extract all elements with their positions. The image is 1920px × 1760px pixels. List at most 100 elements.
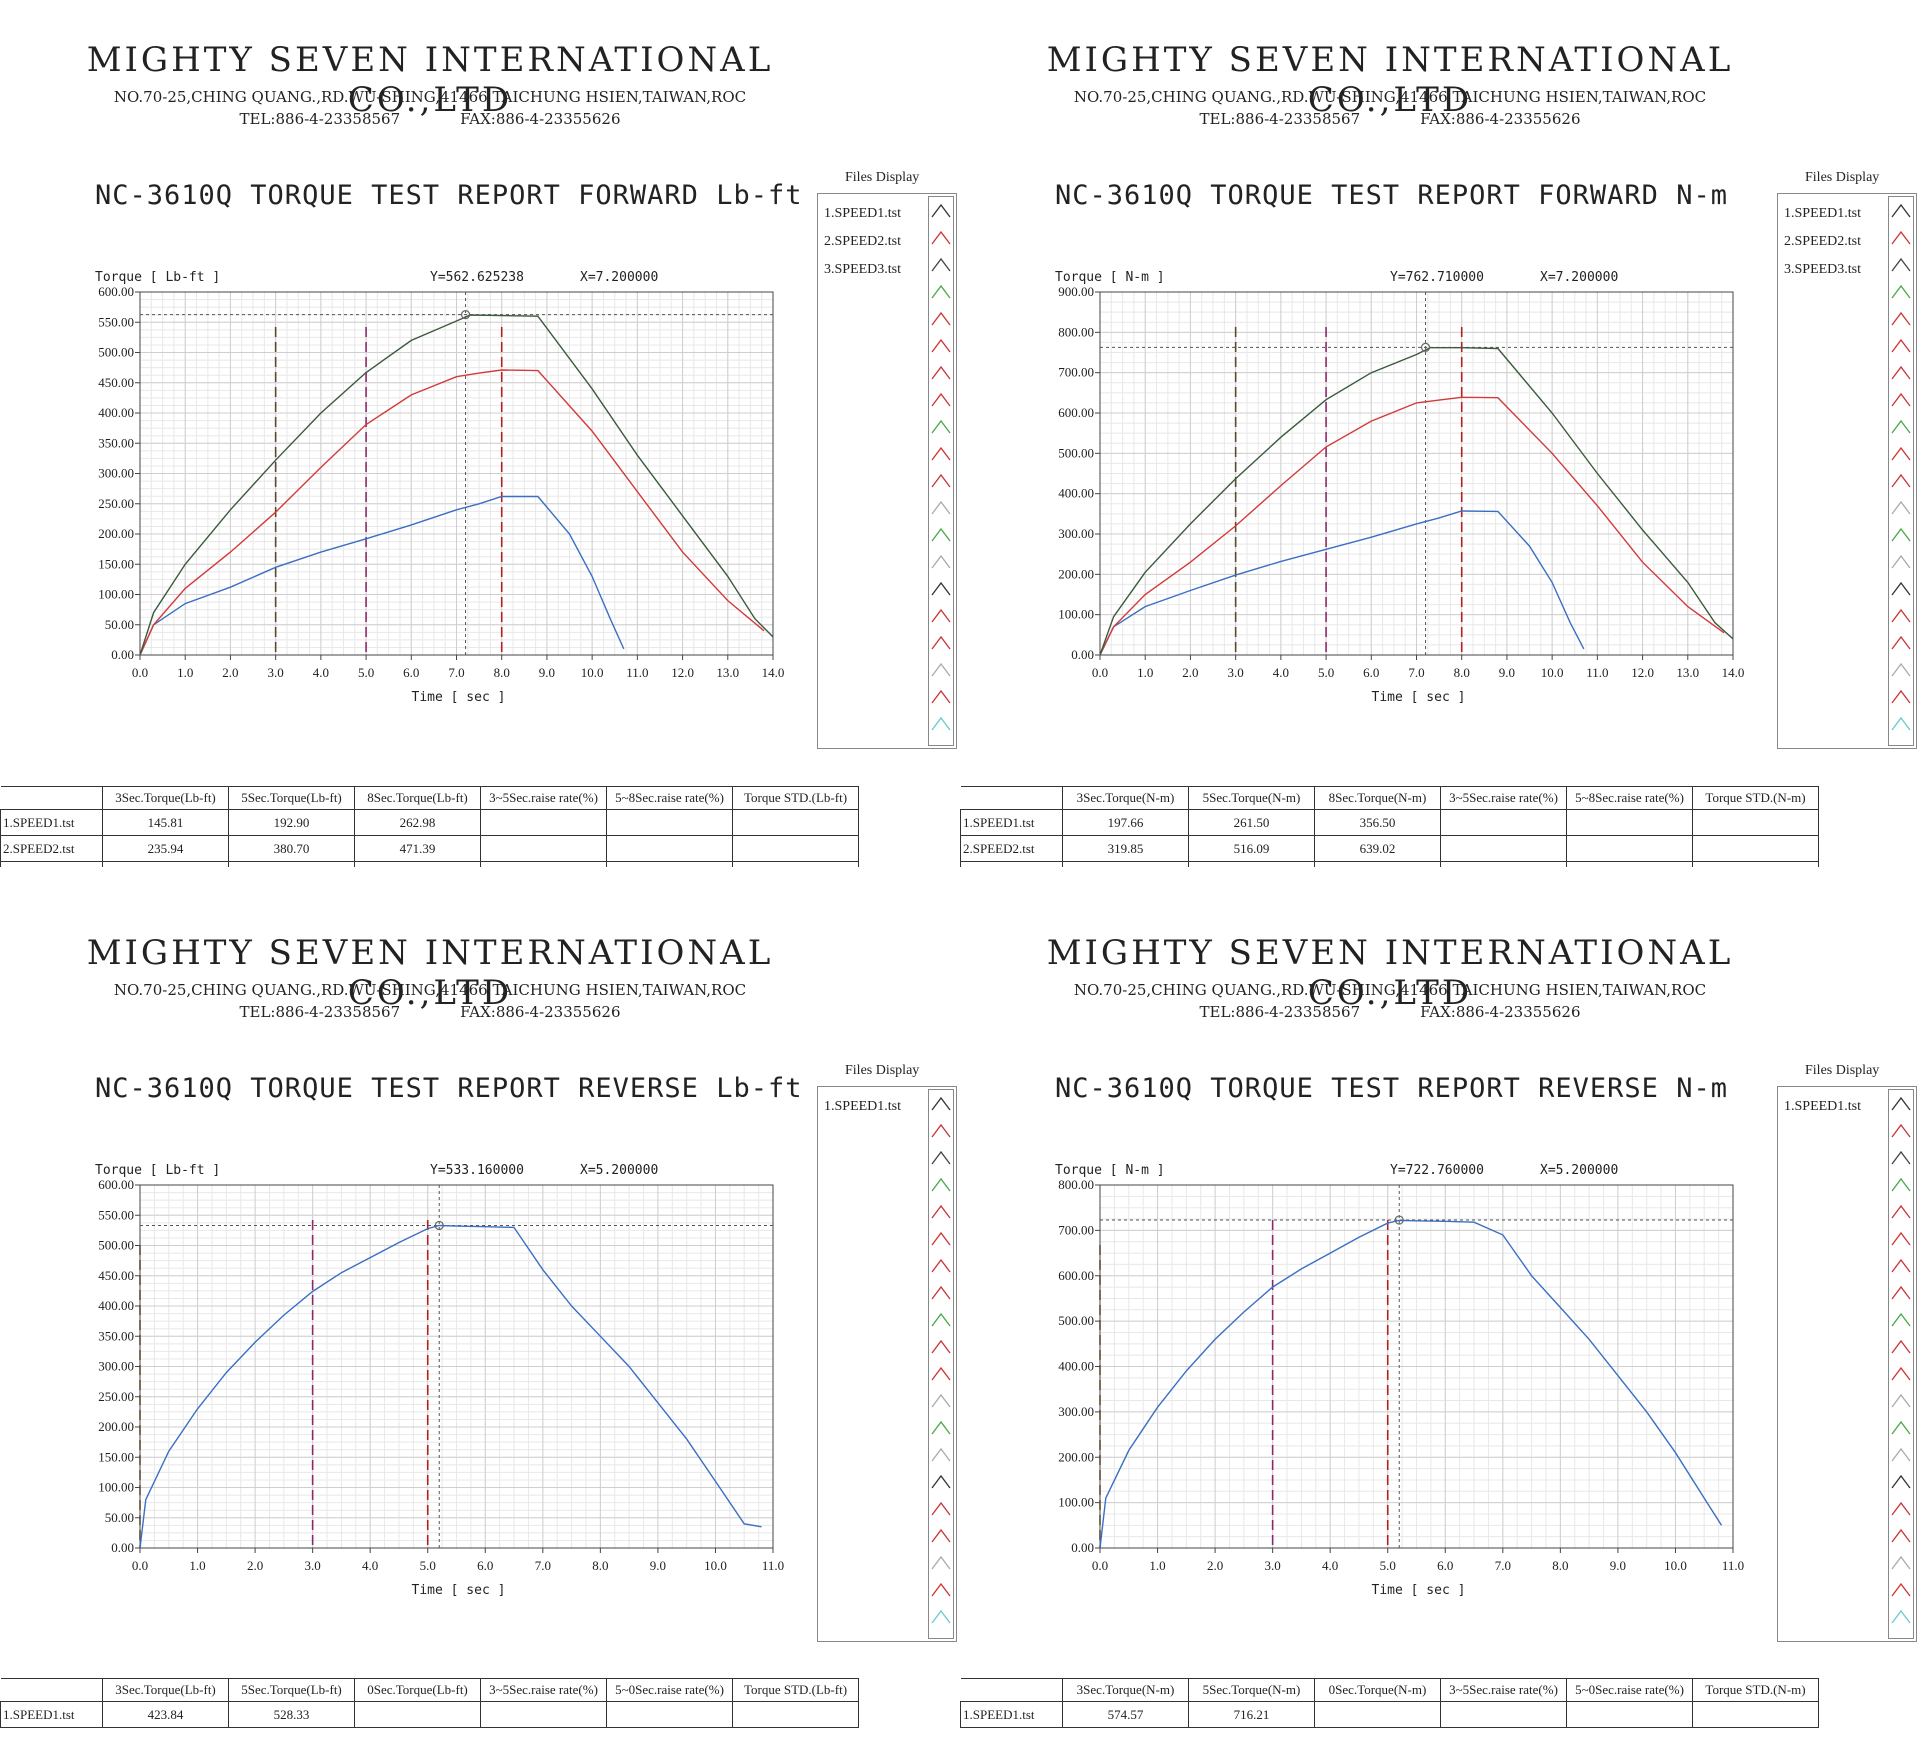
y-tick-label: 600.00 <box>1058 1268 1094 1283</box>
x-tick-label: 11.0 <box>1722 1558 1744 1573</box>
table-cell <box>1566 809 1693 836</box>
file-color-swatch <box>931 1150 951 1165</box>
torque-summary-table: 3Sec.Torque(N-m) 5Sec.Torque(N-m) 8Sec.Tor… <box>960 786 1819 867</box>
y-tick-label: 150.00 <box>98 1449 134 1464</box>
y-tick-label: 450.00 <box>98 1268 134 1283</box>
cursor-y-readout: Y=722.760000 <box>1390 1163 1484 1178</box>
file-color-swatch <box>1891 1366 1911 1381</box>
torque-series-line <box>1099 1219 1723 1549</box>
x-tick-label: 11.0 <box>1586 665 1608 680</box>
y-tick-label: 100.00 <box>1058 1495 1094 1510</box>
file-color-swatch <box>1891 446 1911 461</box>
files-display-list[interactable]: 1.SPEED1.tst 2.SPEED2.tst 3.SPEED3.tst <box>1777 193 1917 749</box>
torque-summary-table: 3Sec.Torque(N-m) 5Sec.Torque(N-m) 0Sec.Tor… <box>960 1678 1819 1728</box>
y-tick-label: 500.00 <box>98 1238 134 1253</box>
y-axis-label: Torque [ N-m ] <box>1055 270 1165 285</box>
file-item[interactable]: 1.SPEED1.tst <box>1784 206 1862 221</box>
table-header-row: 3Sec.Torque(N-m) 5Sec.Torque(N-m) 0Sec.Tor… <box>960 1678 1819 1702</box>
x-tick-label: 9.0 <box>1610 1558 1626 1573</box>
file-color-swatch <box>1891 554 1911 569</box>
y-tick-label: 400.00 <box>98 405 134 420</box>
x-tick-label: 10.0 <box>1664 1558 1687 1573</box>
table-cell <box>732 809 859 836</box>
y-tick-label: 200.00 <box>1058 566 1094 581</box>
file-color-swatch <box>1891 1474 1911 1489</box>
table-cell: 471.39 <box>354 835 481 862</box>
x-axis-label: Time [ sec ] <box>412 690 506 705</box>
table-cell: 2.SPEED2.tst <box>960 835 1063 862</box>
file-color-swatch <box>1891 635 1911 650</box>
table-header-cell: 8Sec.Torque(Lb-ft) <box>354 786 481 810</box>
file-color-swatch <box>1891 1339 1911 1354</box>
table-header-cell: 5Sec.Torque(Lb-ft) <box>228 786 355 810</box>
y-tick-label: 400.00 <box>1058 486 1094 501</box>
file-color-swatch <box>931 1501 951 1516</box>
table-corner <box>960 786 1063 810</box>
table-row: 1.SPEED1.tst 197.66 261.50 356.50 <box>960 809 1819 836</box>
file-color-swatch <box>931 419 951 434</box>
table-header-cell: 5~0Sec.raise rate(%) <box>606 1678 733 1702</box>
y-tick-label: 550.00 <box>98 314 134 329</box>
y-tick-label: 600.00 <box>1058 405 1094 420</box>
table-header-cell: 0Sec.Torque(N-m) <box>1314 1678 1441 1702</box>
files-display-list[interactable]: 1.SPEED1.tst 2.SPEED2.tst 3.SPEED3.tst <box>817 193 957 749</box>
table-cell: 1.SPEED1.tst <box>960 809 1063 836</box>
y-axis-label: Torque [ N-m ] <box>1055 1163 1165 1178</box>
table-cell: 716.21 <box>1188 1701 1315 1728</box>
cursor-x-readout: X=5.200000 <box>580 1163 658 1178</box>
y-axis-label: Torque [ Lb-ft ] <box>95 1163 220 1178</box>
table-row: 2.SPEED2.tst 319.85 516.09 639.02 <box>960 835 1819 862</box>
table-cell: 322.58 <box>102 861 229 867</box>
x-tick-label: 7.0 <box>535 1558 551 1573</box>
file-color-strip <box>928 1089 954 1639</box>
files-display-title: Files Display <box>845 1063 920 1078</box>
table-corner <box>960 1678 1063 1702</box>
x-tick-label: 5.0 <box>358 665 374 680</box>
file-color-swatch <box>1891 203 1911 218</box>
torque-series-line <box>1099 396 1725 656</box>
file-item[interactable]: 2.SPEED2.tst <box>1784 234 1862 249</box>
x-tick-label: 8.0 <box>1454 665 1470 680</box>
x-tick-label: 2.0 <box>1207 1558 1223 1573</box>
x-tick-label: 3.0 <box>1265 1558 1281 1573</box>
company-address: NO.70-25,CHING QUANG.,RD.WU-SHING,41466 … <box>113 981 747 999</box>
x-tick-label: 2.0 <box>222 665 238 680</box>
file-item[interactable]: 1.SPEED1.tst <box>824 1099 902 1114</box>
table-cell: 528.33 <box>228 1701 355 1728</box>
table-cell: 574.57 <box>1062 1701 1189 1728</box>
files-display-list[interactable]: 1.SPEED1.tst <box>817 1086 957 1642</box>
file-item[interactable]: 2.SPEED2.tst <box>824 234 902 249</box>
table-header-cell: Torque STD.(Lb-ft) <box>732 786 859 810</box>
table-cell <box>1566 861 1693 867</box>
file-color-swatch <box>931 662 951 677</box>
y-tick-label: 800.00 <box>1058 1177 1094 1192</box>
table-cell: 2.SPEED2.tst <box>0 835 103 862</box>
file-color-swatch <box>931 716 951 731</box>
file-item[interactable]: 1.SPEED1.tst <box>1784 1099 1862 1114</box>
table-cell: 437.30 <box>1062 861 1189 867</box>
table-cell: 192.90 <box>228 809 355 836</box>
cursor-y-readout: Y=533.160000 <box>430 1163 524 1178</box>
torque-summary-table: 3Sec.Torque(Lb-ft) 5Sec.Torque(Lb-ft) 8Sec… <box>0 786 859 867</box>
file-color-swatch <box>1891 230 1911 245</box>
table-header-cell: 3~5Sec.raise rate(%) <box>1440 786 1567 810</box>
table-cell: 145.81 <box>102 809 229 836</box>
table-cell <box>480 1701 607 1728</box>
report-panel: MIGHTY SEVEN INTERNATIONAL CO.,LTD NO.70-… <box>960 893 1920 1760</box>
table-header-cell: 3Sec.Torque(N-m) <box>1062 1678 1189 1702</box>
table-cell: 319.85 <box>1062 835 1189 862</box>
file-color-swatch <box>1891 527 1911 542</box>
file-item[interactable]: 1.SPEED1.tst <box>824 206 902 221</box>
file-color-swatch <box>931 1096 951 1111</box>
table-header-cell: 3Sec.Torque(Lb-ft) <box>102 1678 229 1702</box>
files-display-list[interactable]: 1.SPEED1.tst <box>1777 1086 1917 1642</box>
table-cell: 1.SPEED1.tst <box>0 1701 103 1728</box>
file-color-swatch <box>931 689 951 704</box>
file-item[interactable]: 3.SPEED3.tst <box>1784 262 1862 277</box>
file-color-swatch <box>931 365 951 380</box>
company-name: MIGHTY SEVEN INTERNATIONAL CO.,LTD <box>86 40 774 120</box>
file-item[interactable]: 3.SPEED3.tst <box>824 262 902 277</box>
x-tick-label: 1.0 <box>1149 1558 1165 1573</box>
x-tick-label: 0.0 <box>132 665 148 680</box>
files-display-items: 1.SPEED1.tst 2.SPEED2.tst 3.SPEED3.tst <box>1784 200 1861 284</box>
